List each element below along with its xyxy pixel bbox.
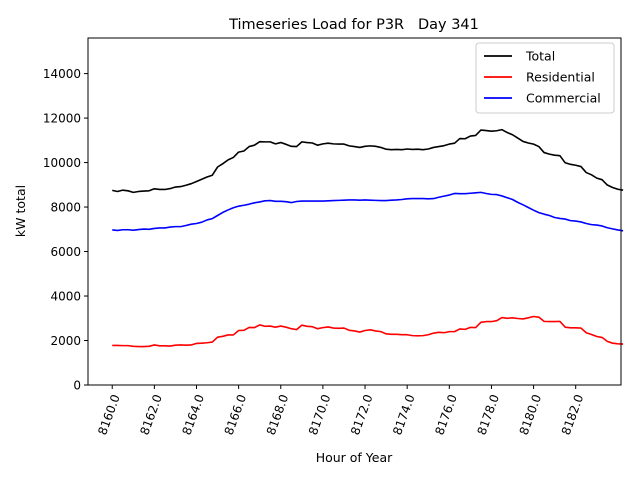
y-tick-label: 14000	[43, 67, 81, 81]
series-line-residential	[112, 315, 624, 348]
y-tick-label: 12000	[43, 112, 81, 126]
legend-box	[475, 42, 615, 114]
legend-label-residential: Residential	[526, 70, 595, 85]
y-tick-label: 0	[73, 379, 81, 393]
plot-lines	[112, 128, 624, 348]
series-line-commercial	[112, 191, 624, 232]
y-axis: 0 2000 4000 6000 8000 10000 12000 14000	[43, 67, 88, 393]
y-tick-label: 2000	[50, 334, 81, 348]
y-tick-label: 6000	[50, 245, 81, 259]
y-tick-label: 8000	[50, 201, 81, 215]
chart-title: Timeseries Load for P3R Day 341	[228, 17, 479, 33]
legend-label-commercial: Commercial	[526, 91, 601, 106]
x-axis-label: Hour of Year	[316, 450, 393, 465]
plot-area-frame	[87, 37, 622, 386]
y-tick-label: 10000	[43, 156, 81, 170]
legend: Total Residential Commercial	[475, 42, 615, 114]
y-tick-label: 4000	[50, 290, 81, 304]
series-line-total	[112, 128, 624, 194]
y-axis-label: kW total	[13, 185, 28, 237]
legend-label-total: Total	[525, 49, 555, 64]
